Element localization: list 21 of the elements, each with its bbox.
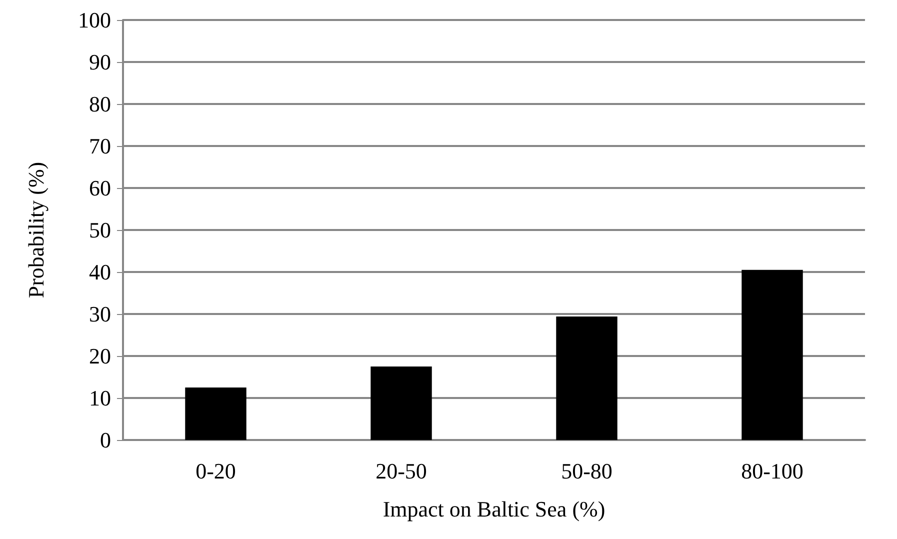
y-tick-label: 50 <box>89 218 111 242</box>
y-tick-label: 60 <box>89 176 111 200</box>
y-tick-label: 70 <box>89 134 111 158</box>
bar <box>556 316 618 440</box>
x-axis-title: Impact on Baltic Sea (%) <box>382 496 606 522</box>
bar <box>185 388 246 440</box>
x-tick-label: 50-80 <box>561 458 612 484</box>
y-axis-title: Probability (%) <box>24 162 48 298</box>
y-tick-label: 0 <box>100 428 111 452</box>
y-tick-label: 90 <box>89 50 111 74</box>
y-tick-label: 100 <box>78 8 111 32</box>
y-tick-label: 10 <box>89 386 111 410</box>
bar <box>742 270 803 440</box>
y-tick-label: 40 <box>89 260 111 284</box>
y-tick-label: 80 <box>89 92 111 116</box>
y-tick-label: 30 <box>89 302 111 326</box>
x-tick-label: 0-20 <box>196 458 236 484</box>
x-tick-label: 80-100 <box>741 458 804 484</box>
bar <box>370 366 432 440</box>
y-tick-label: 20 <box>89 344 111 368</box>
x-tick-label: 20-50 <box>376 458 427 484</box>
